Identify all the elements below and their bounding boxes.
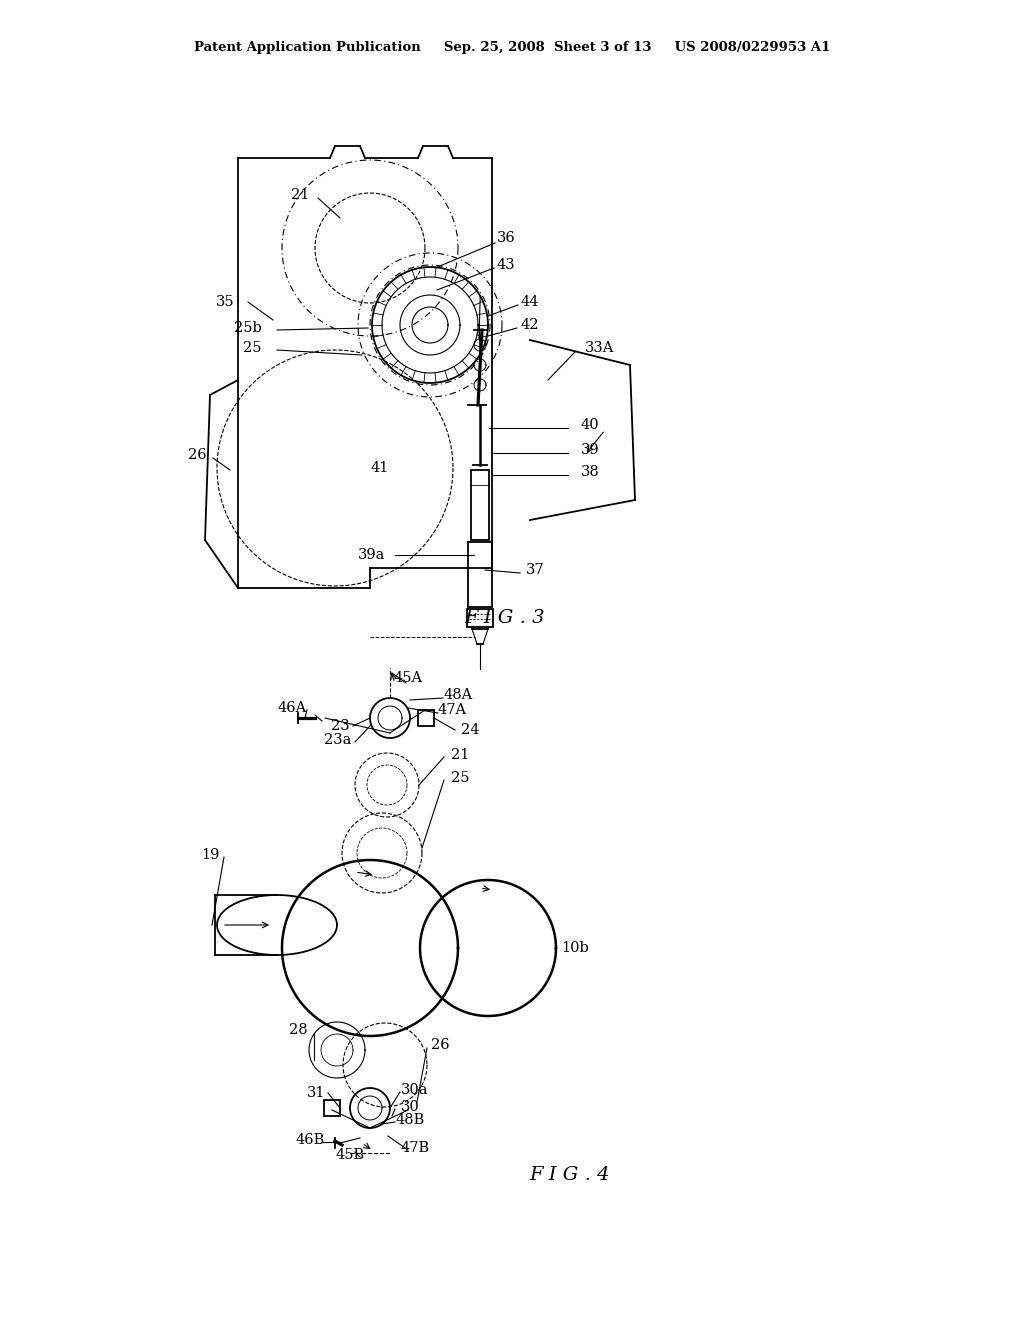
Bar [418,710,434,726]
Text: 10b: 10b [561,941,589,954]
Text: 26: 26 [187,447,206,462]
Bar [468,543,492,607]
Text: 36: 36 [497,231,515,246]
Text: 48B: 48B [395,1113,425,1127]
Bar [324,1100,340,1115]
Text: 28: 28 [289,1023,307,1038]
Text: 48A: 48A [443,688,473,702]
Text: 25b: 25b [234,321,262,335]
Text: 21: 21 [291,187,309,202]
Text: 23: 23 [331,719,349,733]
Text: 41: 41 [371,461,389,475]
Text: 31: 31 [307,1086,326,1100]
Bar [471,470,489,540]
Bar [467,609,493,627]
Text: 46A: 46A [278,701,306,715]
Text: 24: 24 [461,723,479,737]
Text: 26: 26 [431,1038,450,1052]
Text: 21: 21 [451,748,469,762]
Text: 25: 25 [451,771,469,785]
Text: 30: 30 [400,1100,420,1114]
Text: 19: 19 [201,847,219,862]
Text: 37: 37 [525,564,545,577]
Text: Patent Application Publication     Sep. 25, 2008  Sheet 3 of 13     US 2008/0229: Patent Application Publication Sep. 25, … [194,41,830,54]
Text: 44: 44 [521,294,540,309]
Text: 33A: 33A [586,341,614,355]
Text: 23a: 23a [325,733,351,747]
Text: 30a: 30a [401,1082,429,1097]
Text: F I G . 3: F I G . 3 [465,609,545,627]
Text: F I G . 4: F I G . 4 [529,1166,610,1184]
Text: 38: 38 [581,465,599,479]
Text: 47B: 47B [400,1140,429,1155]
Text: 39: 39 [581,444,599,457]
Text: 46B: 46B [295,1133,325,1147]
Text: 39a: 39a [358,548,386,562]
Text: 45B: 45B [336,1148,365,1162]
Text: 45A: 45A [393,671,423,685]
Text: 25: 25 [243,341,261,355]
Text: 40: 40 [581,418,599,432]
Text: 43: 43 [497,257,515,272]
Text: 35: 35 [216,294,234,309]
Text: 47A: 47A [437,704,467,717]
Text: 42: 42 [521,318,540,333]
